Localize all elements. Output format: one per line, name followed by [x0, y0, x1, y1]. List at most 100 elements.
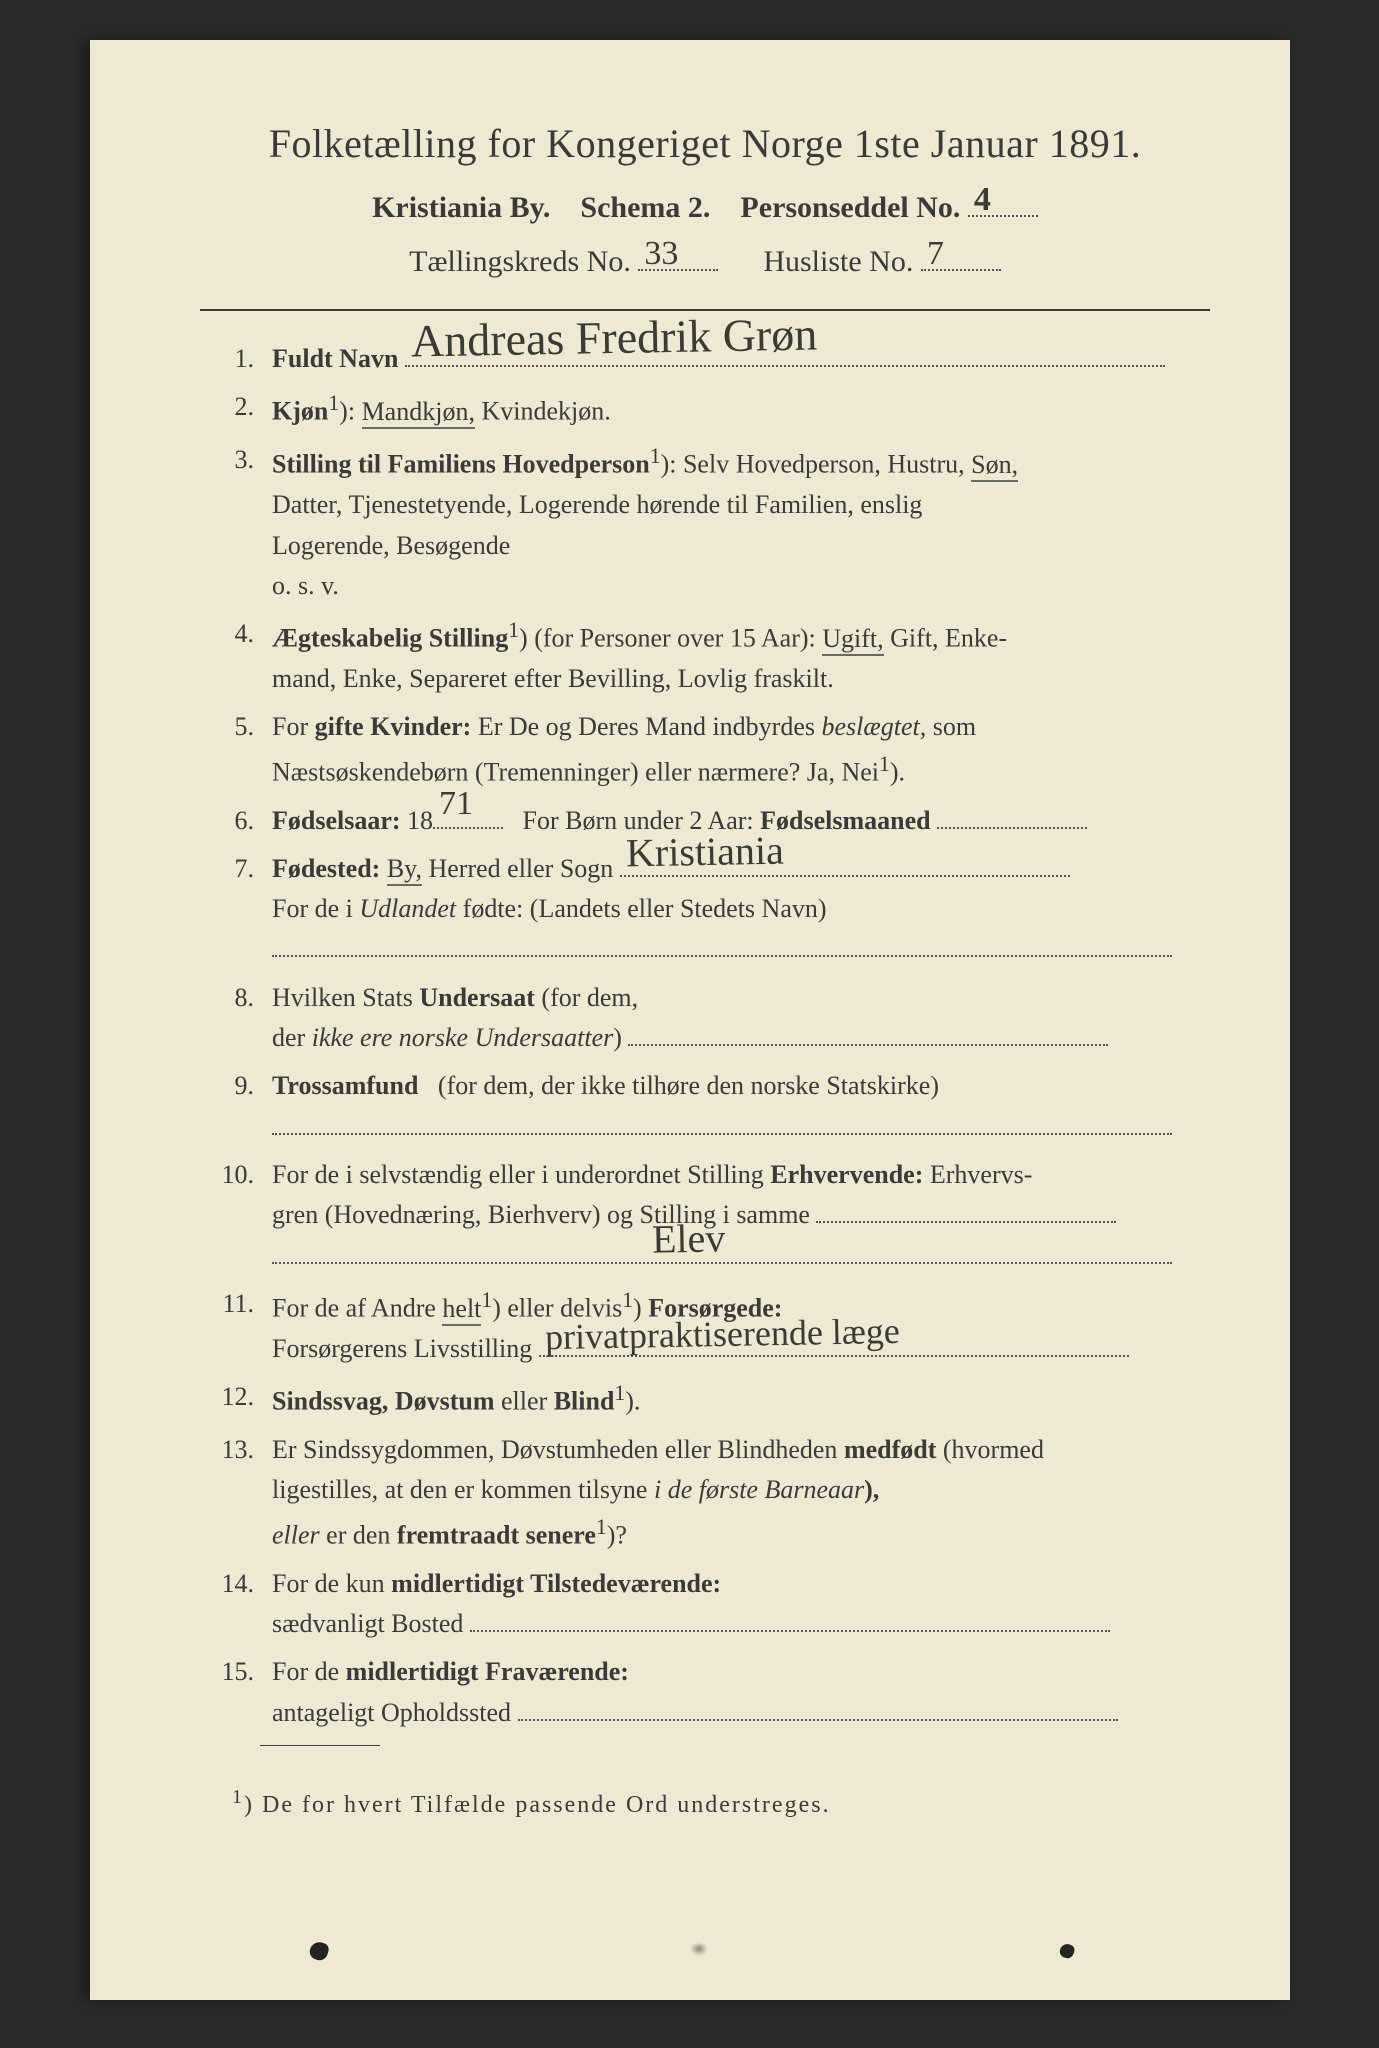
q10-value: Elev: [651, 1207, 725, 1270]
q3-line2: Datter, Tjenestetyende, Logerende hørend…: [272, 490, 922, 519]
census-form-page: Folketælling for Kongeriget Norge 1ste J…: [90, 40, 1290, 2000]
q6-label2: Fødselsmaaned: [760, 806, 930, 835]
q14-num: 14.: [200, 1564, 272, 1604]
q3-line4: o. s. v.: [272, 571, 339, 600]
q6-prefix: 18: [407, 806, 433, 835]
q8-line2a: der: [272, 1023, 305, 1052]
q8-line1a: Hvilken Stats: [272, 983, 413, 1012]
q5-line1b: beslægtet,: [822, 712, 927, 741]
q13-line2b: i de første Barneaar: [654, 1475, 864, 1504]
q1-num: 1.: [200, 339, 272, 379]
q4-rest1: Gift, Enke-: [890, 624, 1007, 653]
q5-label: gifte Kvinder:: [315, 712, 472, 741]
q9-row: 9. Trossamfund (for dem, der ikke tilhør…: [200, 1066, 1210, 1147]
q11-row: 11. For de af Andre helt1) eller delvis1…: [200, 1284, 1210, 1369]
q13-line3d: )?: [607, 1520, 627, 1549]
q4-line2: mand, Enke, Separeret efter Bevilling, L…: [272, 664, 834, 693]
q3-label: Stilling til Familiens Hovedperson: [272, 450, 650, 479]
ink-blot-icon: [307, 1939, 330, 1962]
q5-line2end: ).: [890, 757, 905, 786]
q15-line1a: For de: [272, 1657, 339, 1686]
q10-num: 10.: [200, 1155, 272, 1195]
q9-blank: [272, 1107, 1172, 1135]
husliste-label: Husliste No.: [763, 245, 913, 278]
q15-line2: antageligt Opholdssted: [272, 1698, 511, 1727]
q12-sup: 1: [614, 1381, 625, 1405]
q9-num: 9.: [200, 1066, 272, 1106]
footnote-sup: 1: [232, 1786, 244, 1808]
q13-sup: 1: [596, 1515, 607, 1539]
q10-line1a: For de i selvstændig eller i underordnet…: [272, 1160, 764, 1189]
q3-son: Søn,: [971, 450, 1018, 482]
ink-blot-icon-2: [1058, 1942, 1076, 1960]
q7-num: 7.: [200, 849, 272, 889]
q11-num: 11.: [200, 1284, 272, 1324]
q13-line2c: ),: [864, 1475, 879, 1504]
q6-label: Fødselsaar:: [272, 806, 401, 835]
q5-line1c: som: [933, 712, 976, 741]
q8-line2c: ): [613, 1023, 622, 1052]
q1-row: 1. Fuldt Navn Andreas Fredrik Grøn: [200, 339, 1210, 379]
q8-num: 8.: [200, 978, 272, 1018]
q13-num: 13.: [200, 1430, 272, 1470]
q2-row: 2. Kjøn1): Mandkjøn, Kvindekjøn.: [200, 387, 1210, 432]
q10-row: 10. For de i selvstændig eller i underor…: [200, 1155, 1210, 1276]
q5-lead: For: [272, 712, 308, 741]
q12-label: Sindssvag, Døvstum: [272, 1387, 495, 1416]
ink-smudge-icon: [690, 1942, 708, 1956]
kreds-label: Tællingskreds No.: [409, 245, 631, 278]
q4-label: Ægteskabelig Stilling: [272, 624, 508, 653]
q3-sup: 1: [650, 444, 661, 468]
q8-blank: [628, 1018, 1108, 1046]
q2-sep: ):: [339, 397, 355, 426]
q6-maaned-blank: [937, 801, 1087, 829]
q4-mid: ) (for Personer over 15 Aar):: [519, 624, 816, 653]
q9-label: Trossamfund: [272, 1071, 418, 1100]
q14-blank: [470, 1604, 1110, 1632]
q4-row: 4. Ægteskabelig Stilling1) (for Personer…: [200, 614, 1210, 699]
q4-sup: 1: [508, 618, 519, 642]
footnote: 1) De for hvert Tilfælde passende Ord un…: [200, 1786, 1210, 1819]
q12-mid: eller: [501, 1387, 547, 1416]
q5-row: 5. For gifte Kvinder: Er De og Deres Man…: [200, 707, 1210, 792]
q14-line1b: midlertidigt Tilstedeværende:: [391, 1569, 721, 1598]
q7-label: Fødested:: [272, 854, 380, 883]
q6-num: 6.: [200, 801, 272, 841]
q7-line2c: fødte: (Landets eller Stedets Navn): [463, 894, 827, 923]
q5-line1a: Er De og Deres Mand indbyrdes: [478, 712, 815, 741]
q8-line2b: ikke ere norske Undersaatter: [312, 1023, 614, 1052]
q7-row: 7. Fødested: By, Herred eller Sogn Krist…: [200, 849, 1210, 970]
q7-blank: [272, 929, 1172, 957]
q8-line1c: (for dem,: [541, 983, 638, 1012]
q14-row: 14. For de kun midlertidigt Tilstedevære…: [200, 1564, 1210, 1645]
q13-row: 13. Er Sindssygdommen, Døvstumheden elle…: [200, 1430, 1210, 1556]
q8-line1b: Undersaat: [419, 983, 535, 1012]
q11-helt: helt: [442, 1294, 481, 1326]
q3-line1a: Selv Hovedperson, Hustru,: [683, 450, 965, 479]
q15-num: 15.: [200, 1652, 272, 1692]
q4-ugift: Ugift,: [822, 624, 883, 656]
q6-year: 71: [439, 778, 473, 831]
husliste-no-value: 7: [927, 235, 944, 273]
q5-line2a: Næstsøskendebørn (Tremenninger) eller næ…: [272, 757, 879, 786]
q2-num: 2.: [200, 387, 272, 427]
q3-row: 3. Stilling til Familiens Hovedperson1):…: [200, 440, 1210, 606]
q12-num: 12.: [200, 1377, 272, 1417]
q2-label: Kjøn: [272, 397, 328, 426]
q15-row: 15. For de midlertidigt Fraværende: anta…: [200, 1652, 1210, 1733]
q10-blank2: Elev: [272, 1236, 1172, 1264]
q11-value: privatpraktiserende læge: [544, 1304, 900, 1366]
schema-label: Schema 2.: [580, 191, 710, 224]
q7-line2a: For de i: [272, 894, 353, 923]
q15-line1b: midlertidigt Fraværende:: [346, 1657, 629, 1686]
q10-blank1: [816, 1195, 1116, 1223]
q13-line2a: ligestilles, at den er kommen tilsyne: [272, 1475, 647, 1504]
q11-sup1: 1: [481, 1288, 492, 1312]
q1-value: Andreas Fredrik Grøn: [410, 298, 817, 376]
q5-num: 5.: [200, 707, 272, 747]
q12-row: 12. Sindssvag, Døvstum eller Blind1).: [200, 1377, 1210, 1422]
q2-sup: 1: [328, 391, 339, 415]
q10-line1b: Erhvervende:: [770, 1160, 923, 1189]
q13-line3a: eller: [272, 1520, 320, 1549]
personseddel-no-value: 4: [974, 181, 991, 219]
